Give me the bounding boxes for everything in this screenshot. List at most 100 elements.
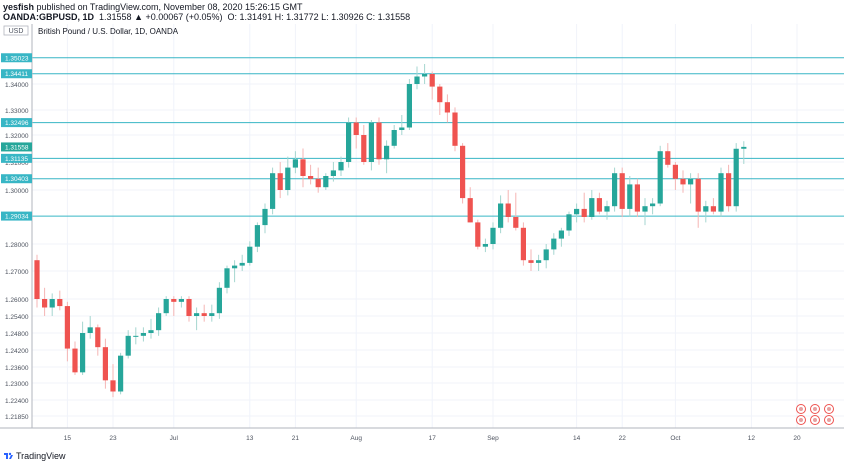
candle-up[interactable] xyxy=(140,333,146,336)
candle-down[interactable] xyxy=(353,122,359,136)
candle-down[interactable] xyxy=(710,206,716,212)
candle-down[interactable] xyxy=(619,173,625,209)
candle-down[interactable] xyxy=(102,347,108,381)
candle-down[interactable] xyxy=(680,178,686,185)
candle-up[interactable] xyxy=(156,313,162,331)
candle-up[interactable] xyxy=(490,227,496,244)
candle-up[interactable] xyxy=(498,203,504,228)
candle-up[interactable] xyxy=(346,122,352,163)
candle-down[interactable] xyxy=(460,145,466,199)
candle-up[interactable] xyxy=(292,159,298,168)
candle-up[interactable] xyxy=(650,203,656,207)
candle-down[interactable] xyxy=(695,178,701,212)
candle-up[interactable] xyxy=(338,162,344,171)
candle-down[interactable] xyxy=(520,227,526,261)
candle-up[interactable] xyxy=(384,145,390,160)
candle-up[interactable] xyxy=(330,170,336,176)
candle-down[interactable] xyxy=(726,173,732,207)
candle-down[interactable] xyxy=(64,306,70,349)
candle-up[interactable] xyxy=(566,214,572,231)
candle-up[interactable] xyxy=(209,313,215,316)
candle-up[interactable] xyxy=(368,122,374,163)
candle-up[interactable] xyxy=(703,206,709,212)
candle-down[interactable] xyxy=(429,74,435,87)
level-price-tag[interactable] xyxy=(1,174,32,184)
candlestick-chart[interactable]: USD British Pound / U.S. Dollar, 1D, OAND… xyxy=(0,24,844,450)
candle-up[interactable] xyxy=(657,151,663,204)
level-price-tag[interactable] xyxy=(1,118,32,128)
level-price-tag[interactable] xyxy=(1,153,32,163)
candle-up[interactable] xyxy=(148,330,154,333)
candle-up[interactable] xyxy=(262,208,268,226)
candle-down[interactable] xyxy=(528,260,534,263)
candle-down[interactable] xyxy=(437,86,443,103)
tradingview-brand[interactable]: TradingView xyxy=(4,450,66,462)
candle-up[interactable] xyxy=(422,74,428,77)
candle-down[interactable] xyxy=(42,299,48,308)
candle-down[interactable] xyxy=(513,217,519,228)
candle-up[interactable] xyxy=(741,146,747,149)
candle-up[interactable] xyxy=(118,355,124,392)
candle-down[interactable] xyxy=(665,151,671,165)
candle-down[interactable] xyxy=(672,164,678,179)
candle-up[interactable] xyxy=(642,206,648,212)
candle-up[interactable] xyxy=(49,299,55,308)
candle-up[interactable] xyxy=(733,148,739,207)
level-price-tag[interactable] xyxy=(1,69,32,79)
candle-up[interactable] xyxy=(163,299,169,314)
candle-down[interactable] xyxy=(308,176,314,179)
candle-down[interactable] xyxy=(581,208,587,217)
currency-tag[interactable] xyxy=(3,25,29,36)
candle-up[interactable] xyxy=(133,335,139,337)
candle-up[interactable] xyxy=(239,262,245,266)
candle-down[interactable] xyxy=(72,348,78,373)
candle-down[interactable] xyxy=(467,198,473,223)
candle-up[interactable] xyxy=(224,268,230,288)
candle-down[interactable] xyxy=(300,159,306,176)
candle-down[interactable] xyxy=(361,135,367,162)
candle-up[interactable] xyxy=(80,333,86,373)
candle-up[interactable] xyxy=(247,246,253,263)
candle-down[interactable] xyxy=(475,222,481,247)
candle-down[interactable] xyxy=(315,178,321,188)
candle-up[interactable] xyxy=(406,84,412,128)
candle-down[interactable] xyxy=(57,299,63,307)
candle-down[interactable] xyxy=(95,327,101,348)
candle-down[interactable] xyxy=(596,198,602,212)
candle-down[interactable] xyxy=(277,173,283,190)
candle-up[interactable] xyxy=(536,260,542,263)
candle-up[interactable] xyxy=(604,206,610,212)
candle-up[interactable] xyxy=(399,127,405,131)
candle-up[interactable] xyxy=(194,313,200,316)
candle-up[interactable] xyxy=(688,178,694,185)
candle-up[interactable] xyxy=(482,244,488,247)
candle-up[interactable] xyxy=(543,249,549,261)
candle-up[interactable] xyxy=(232,265,238,269)
candle-up[interactable] xyxy=(178,299,184,302)
candle-down[interactable] xyxy=(444,102,450,113)
candle-up[interactable] xyxy=(254,225,260,247)
candle-down[interactable] xyxy=(376,122,382,160)
candle-down[interactable] xyxy=(634,184,640,212)
last-price-tag[interactable] xyxy=(1,142,32,152)
candle-up[interactable] xyxy=(574,208,580,215)
candle-up[interactable] xyxy=(323,176,329,188)
candle-up[interactable] xyxy=(270,173,276,209)
level-price-tag[interactable] xyxy=(1,211,32,221)
candle-down[interactable] xyxy=(171,299,177,302)
candle-up[interactable] xyxy=(612,173,618,207)
candle-up[interactable] xyxy=(551,238,557,250)
level-price-tag[interactable] xyxy=(1,53,32,63)
candle-up[interactable] xyxy=(285,167,291,190)
candle-down[interactable] xyxy=(186,299,192,316)
candle-down[interactable] xyxy=(452,112,458,146)
candle-up[interactable] xyxy=(589,198,595,217)
candle-up[interactable] xyxy=(391,130,397,146)
candle-down[interactable] xyxy=(505,203,511,218)
candle-up[interactable] xyxy=(87,327,93,333)
candle-down[interactable] xyxy=(34,260,40,299)
candle-down[interactable] xyxy=(110,380,116,392)
candle-up[interactable] xyxy=(558,230,564,239)
candle-up[interactable] xyxy=(216,287,222,314)
candle-up[interactable] xyxy=(414,76,420,85)
